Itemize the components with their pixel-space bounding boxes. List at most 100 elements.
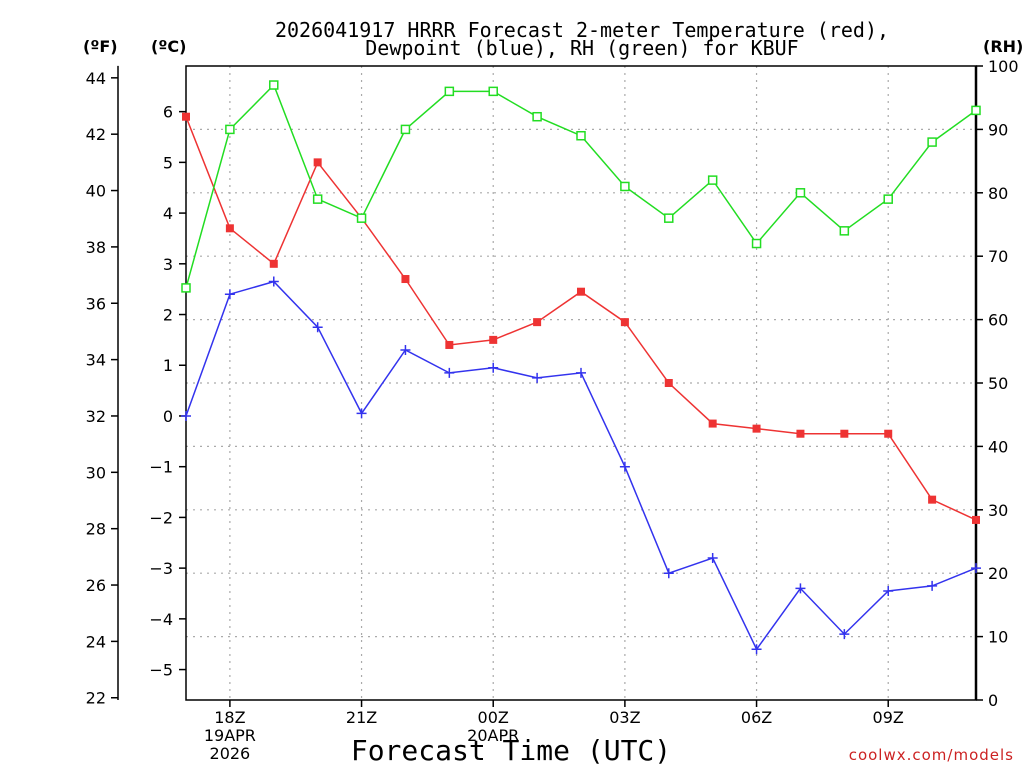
celsius-tick-label: −1	[149, 458, 173, 477]
data-point	[312, 322, 323, 333]
data-point	[269, 80, 279, 90]
series-line	[185, 83, 977, 289]
data-point	[488, 362, 499, 373]
data-point	[488, 86, 498, 97]
celsius-tick-label: −4	[149, 610, 173, 629]
celsius-tick-label: 5	[163, 153, 173, 172]
celsius-unit-label: (ºC)	[151, 37, 186, 56]
plot-frame	[185, 65, 977, 701]
data-point	[577, 287, 585, 296]
data-point	[839, 629, 850, 640]
x-tick-label: 20APR	[467, 726, 519, 745]
data-point	[444, 367, 455, 378]
data-point	[400, 345, 411, 356]
watermark: coolwx.com/models	[849, 746, 1014, 764]
data-point	[927, 580, 938, 591]
celsius-tick-label: −5	[149, 661, 173, 680]
data-point	[533, 318, 542, 327]
celsius-tick-label: 6	[163, 103, 173, 122]
data-point	[576, 367, 586, 378]
data-point	[532, 111, 542, 122]
data-point	[269, 259, 278, 268]
data-point	[796, 429, 805, 438]
rh-tick-label: 80	[988, 184, 1008, 203]
fahrenheit-tick-label: 26	[86, 576, 106, 595]
x-tick-label: 03Z	[609, 708, 640, 727]
x-tick-label: 00Z	[478, 708, 509, 727]
data-point	[707, 175, 718, 185]
rh-tick-label: 50	[988, 374, 1008, 393]
rh-tick-label: 70	[988, 247, 1008, 266]
data-point	[268, 276, 279, 287]
rh-unit-label: (RH)	[983, 37, 1023, 56]
data-point	[576, 130, 586, 141]
celsius-tick-label: 1	[163, 356, 173, 375]
x-axis-title: Forecast Time (UTC)	[351, 734, 671, 767]
data-point	[532, 372, 543, 383]
rh-tick-label: 60	[988, 311, 1008, 330]
data-point	[620, 181, 630, 192]
x-tick-label: 06Z	[741, 708, 772, 727]
celsius-tick-label: 2	[163, 306, 173, 325]
data-point	[356, 408, 367, 419]
data-point	[663, 568, 674, 579]
data-point	[883, 194, 893, 204]
data-point	[181, 410, 191, 421]
series-layer	[181, 80, 981, 655]
data-point	[225, 124, 235, 135]
data-point	[312, 194, 323, 204]
rh-tick-label: 40	[988, 437, 1008, 456]
data-point	[927, 137, 937, 147]
series-dewpoint	[181, 276, 981, 655]
chart-title-line-2: Dewpoint (blue), RH (green) for KBUF	[365, 36, 798, 60]
data-point	[356, 213, 367, 223]
data-point	[619, 461, 630, 472]
data-point	[444, 86, 455, 97]
data-point	[752, 424, 761, 433]
data-point	[708, 419, 717, 428]
fahrenheit-tick-label: 28	[86, 520, 106, 539]
rh-tick-label: 90	[988, 120, 1008, 139]
celsius-tick-label: 4	[163, 204, 173, 223]
celsius-tick-label: −2	[149, 508, 173, 527]
data-point	[840, 429, 849, 438]
data-point	[751, 644, 762, 655]
rh-tick-label: 30	[988, 501, 1008, 520]
celsius-tick-label: 0	[163, 407, 173, 426]
x-tick-label: 18Z	[214, 708, 245, 727]
data-point	[181, 283, 191, 293]
x-tick-label: 21Z	[346, 708, 377, 727]
fahrenheit-tick-label: 40	[86, 182, 106, 201]
celsius-tick-label: −3	[149, 559, 173, 578]
fahrenheit-tick-label: 22	[86, 689, 106, 708]
rh-tick-label: 10	[988, 628, 1008, 647]
data-point	[445, 340, 454, 349]
data-point	[182, 112, 190, 121]
series-2-meter-temperature	[182, 112, 980, 524]
fahrenheit-tick-label: 42	[86, 125, 106, 144]
data-point	[884, 429, 893, 438]
data-point	[224, 289, 235, 300]
data-point	[751, 238, 762, 249]
celsius-tick-label: 3	[163, 255, 173, 274]
x-tick-label: 2026	[210, 744, 251, 763]
data-point	[971, 563, 981, 574]
series-line	[185, 280, 977, 651]
data-point	[795, 188, 806, 198]
data-point	[400, 124, 411, 135]
data-point	[839, 226, 850, 236]
fahrenheit-tick-label: 24	[86, 632, 106, 651]
fahrenheit-unit-label: (ºF)	[83, 37, 118, 56]
rh-tick-label: 20	[988, 564, 1008, 583]
rh-tick-label: 100	[988, 57, 1019, 76]
fahrenheit-tick-label: 44	[86, 69, 106, 88]
data-point	[620, 318, 629, 327]
chart-title-line-1: 2026041917 HRRR Forecast 2-meter Tempera…	[275, 18, 889, 42]
data-point	[313, 158, 322, 167]
series-relative-humidity	[181, 80, 981, 293]
fahrenheit-tick-label: 38	[86, 238, 106, 257]
data-point	[971, 105, 981, 116]
series-line	[185, 116, 977, 521]
data-point	[795, 583, 806, 594]
